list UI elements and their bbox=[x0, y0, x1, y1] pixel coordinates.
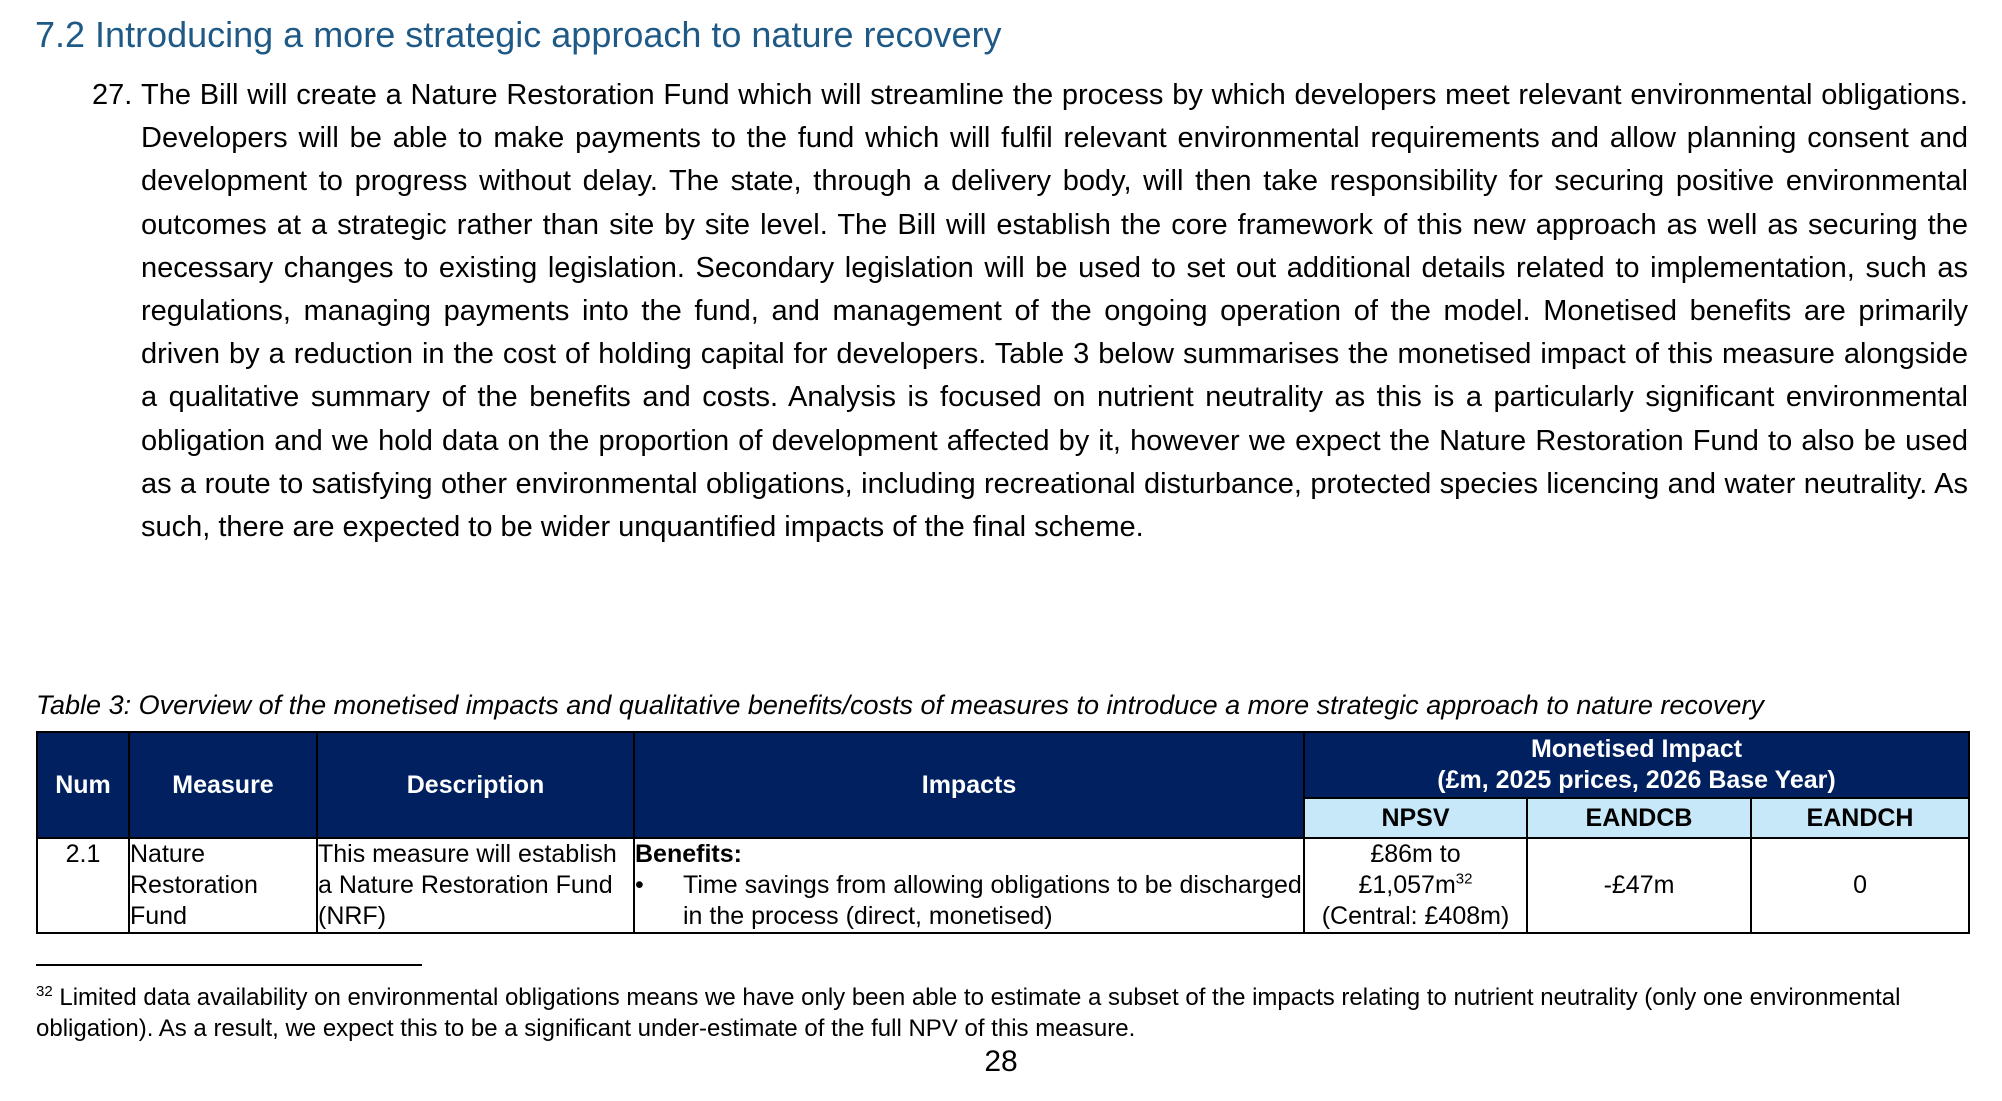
header-eandcb: EANDCB bbox=[1526, 797, 1752, 839]
footnote-text: Limited data availability on environment… bbox=[36, 984, 1901, 1042]
paragraph-27: 27. The Bill will create a Nature Restor… bbox=[92, 74, 1968, 549]
table-row: 2.1 Nature Restoration Fund This measure… bbox=[36, 837, 1971, 934]
cell-measure: Nature Restoration Fund bbox=[128, 837, 318, 934]
header-npsv: NPSV bbox=[1303, 797, 1528, 839]
header-monetised-line2: (£m, 2025 prices, 2026 Base Year) bbox=[1437, 766, 1836, 794]
table-caption: Table 3: Overview of the monetised impac… bbox=[36, 690, 1764, 720]
paragraph-text: The Bill will create a Nature Restoratio… bbox=[141, 79, 1968, 544]
header-monetised-line1: Monetised Impact bbox=[1530, 735, 1743, 763]
impact-table: Num Measure Description Impacts Monetise… bbox=[36, 731, 1971, 934]
footnote: 32 Limited data availability on environm… bbox=[36, 982, 1966, 1044]
header-eandch: EANDCH bbox=[1749, 797, 1971, 839]
footnote-divider bbox=[36, 964, 422, 966]
section-heading: 7.2 Introducing a more strategic approac… bbox=[35, 14, 1002, 55]
header-impacts: Impacts bbox=[633, 731, 1305, 839]
cell-eandcb: -£47m bbox=[1526, 837, 1752, 934]
benefits-label: Benefits: bbox=[635, 840, 742, 868]
bullet-icon: • bbox=[635, 871, 644, 899]
cell-npsv: £86m to £1,057m32 (Central: £408m) bbox=[1303, 837, 1528, 934]
header-num: Num bbox=[36, 731, 130, 839]
benefit-bullet-item: • Time savings from allowing obligations… bbox=[635, 870, 1303, 932]
cell-description: This measure will establish a Nature Res… bbox=[316, 837, 635, 934]
header-description: Description bbox=[316, 731, 635, 839]
footnote-ref[interactable]: 32 bbox=[1455, 870, 1473, 888]
footnote-marker: 32 bbox=[36, 983, 53, 1000]
cell-impacts: Benefits: • Time savings from allowing o… bbox=[633, 837, 1305, 934]
paragraph-number: 27. bbox=[92, 79, 133, 111]
benefit-text: Time savings from allowing obligations t… bbox=[683, 871, 1302, 930]
npsv-central: (Central: £408m) bbox=[1321, 902, 1510, 930]
header-monetised-impact: Monetised Impact (£m, 2025 prices, 2026 … bbox=[1302, 731, 1971, 799]
page-number: 28 bbox=[984, 1045, 1018, 1078]
npsv-range-end: £1,057m32 bbox=[1305, 870, 1526, 901]
npsv-range-end-value: £1,057m bbox=[1358, 871, 1456, 899]
header-measure: Measure bbox=[128, 731, 318, 839]
cell-num: 2.1 bbox=[36, 837, 130, 934]
npsv-range-start: £86m to bbox=[1370, 840, 1461, 868]
cell-eandch: 0 bbox=[1749, 837, 1971, 934]
